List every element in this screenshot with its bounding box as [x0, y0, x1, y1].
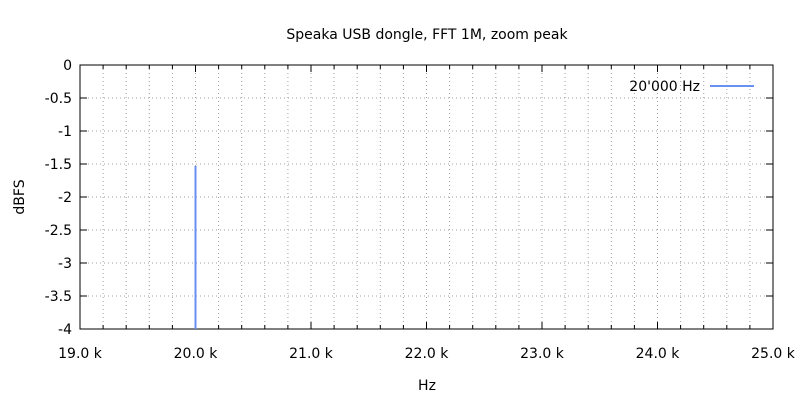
- y-tick-label: -3.5: [45, 289, 72, 305]
- y-tick-label: -4: [58, 322, 72, 338]
- x-tick-label: 23.0 k: [520, 346, 565, 362]
- legend: 20'000 Hz: [629, 79, 754, 95]
- y-tick-label: 0: [63, 58, 72, 74]
- x-tick-label: 25.0 k: [751, 346, 796, 362]
- x-tick-label: 19.0 k: [58, 346, 103, 362]
- legend-label: 20'000 Hz: [629, 79, 700, 95]
- x-tick-labels: 19.0 k 20.0 k 21.0 k 22.0 k 23.0 k 24.0 k 25.0…: [58, 346, 796, 362]
- x-tick-label: 20.0 k: [174, 346, 219, 362]
- y-tick-label: -2.5: [45, 223, 72, 239]
- y-tick-label: -2: [58, 190, 72, 206]
- y-axis-label: dBFS: [12, 179, 28, 214]
- x-tick-label: 21.0 k: [289, 346, 334, 362]
- x-tick-label: 22.0 k: [405, 346, 450, 362]
- y-tick-label: -1: [58, 124, 72, 140]
- y-tick-label: -0.5: [45, 91, 72, 107]
- grid: [80, 65, 773, 329]
- y-tick-label: -3: [58, 256, 72, 272]
- x-tick-label: 24.0 k: [636, 346, 681, 362]
- x-axis-label: Hz: [418, 378, 436, 394]
- y-tick-label: -1.5: [45, 157, 72, 173]
- chart-title: Speaka USB dongle, FFT 1M, zoom peak: [286, 27, 568, 43]
- y-tick-labels: 0 -0.5 -1 -1.5 -2 -2.5 -3 -3.5 -4: [45, 58, 72, 338]
